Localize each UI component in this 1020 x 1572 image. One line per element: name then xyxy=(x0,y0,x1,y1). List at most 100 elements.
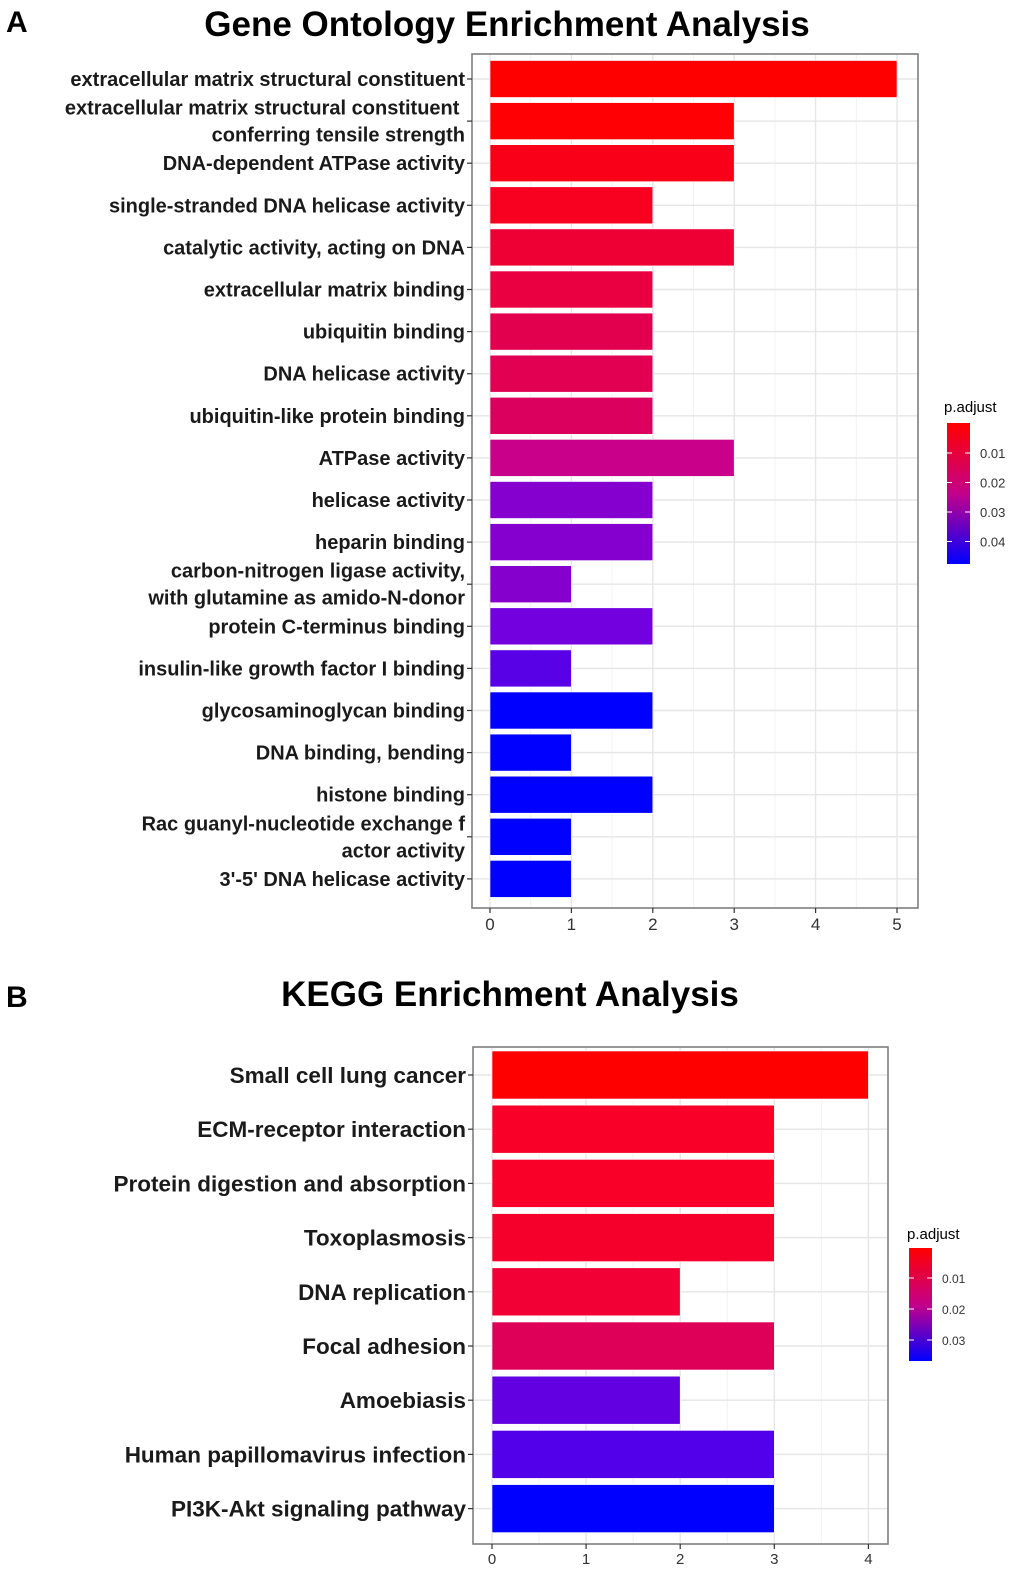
colorbar-tick-label: 0.03 xyxy=(980,505,1005,520)
bar xyxy=(489,691,654,730)
bar xyxy=(491,1159,775,1208)
y-tick-label-line: protein C-terminus binding xyxy=(208,616,465,638)
colorbar-tick-label: 0.04 xyxy=(980,535,1005,550)
plot-area-go: extracellular matrix structural constitu… xyxy=(65,53,919,934)
x-tick-label: 5 xyxy=(892,915,901,934)
chart-title-kegg: KEGG Enrichment Analysis xyxy=(281,975,739,1014)
bar xyxy=(489,565,572,604)
y-tick-label-line: 3'-5' DNA helicase activity xyxy=(219,869,465,891)
bar xyxy=(489,102,735,140)
y-tick-label-line: helicase activity xyxy=(312,490,466,512)
y-tick-label-line: extracellular matrix binding xyxy=(204,280,465,302)
y-tick-label-line: insulin-like growth factor I binding xyxy=(138,658,465,680)
y-tick-label-line: Focal adhesion xyxy=(302,1334,466,1359)
panel-label-b: B xyxy=(6,981,28,1014)
y-tick-label: DNA binding, bending xyxy=(256,743,465,765)
colorbar-tick-label: 0.03 xyxy=(942,1334,966,1348)
y-tick-label: protein C-terminus binding xyxy=(208,616,465,638)
y-tick-label: ATPase activity xyxy=(319,448,466,470)
y-tick-label: ubiquitin-like protein binding xyxy=(189,406,465,428)
y-tick-label: Human papillomavirus infection xyxy=(125,1442,466,1467)
x-tick-label: 2 xyxy=(676,1551,684,1568)
y-tick-label: Focal adhesion xyxy=(302,1334,466,1359)
y-tick-label-line: Protein digestion and absorption xyxy=(113,1171,466,1196)
y-tick-label-line: heparin binding xyxy=(315,532,465,554)
bar xyxy=(489,270,654,309)
y-tick-label: carbon-nitrogen ligase activity, with glu… xyxy=(147,561,465,610)
y-tick-label: single-stranded DNA helicase activity xyxy=(109,195,466,217)
y-tick-label-line: Amoebiasis xyxy=(340,1388,466,1413)
bar xyxy=(489,439,735,477)
y-tick-label-line: Human papillomavirus infection xyxy=(125,1442,466,1467)
panel-label-a: A xyxy=(6,6,28,39)
y-tick-label: Amoebiasis xyxy=(340,1388,466,1413)
x-tick-label: 3 xyxy=(729,915,738,934)
chart-title-go: Gene Ontology Enrichment Analysis xyxy=(204,5,810,44)
bar xyxy=(491,1050,869,1100)
y-tick-label: DNA helicase activity xyxy=(263,364,465,386)
y-tick-label: Small cell lung cancer xyxy=(230,1063,467,1088)
y-tick-label-line: DNA-dependent ATPase activity xyxy=(163,153,466,175)
bar xyxy=(489,649,572,688)
y-tick-label-line: DNA replication xyxy=(298,1280,466,1305)
y-tick-label-line: PI3K-Akt signaling pathway xyxy=(171,1497,467,1522)
y-tick-label: ECM-receptor interaction xyxy=(197,1117,466,1142)
y-tick-label: extracellular matrix binding xyxy=(204,280,465,302)
y-tick-label: extracellular matrix structural constitu… xyxy=(65,98,465,147)
y-tick-label-line: Small cell lung cancer xyxy=(230,1063,467,1088)
y-tick-label-line: ubiquitin-like protein binding xyxy=(189,406,465,428)
colorbar-kegg xyxy=(909,1248,932,1361)
y-tick-label: DNA replication xyxy=(298,1280,466,1305)
y-tick-label: Toxoplasmosis xyxy=(304,1226,466,1251)
colorbar-tick-label: 0.02 xyxy=(980,476,1005,491)
bar xyxy=(491,1213,775,1262)
bar xyxy=(491,1375,681,1425)
bar xyxy=(489,60,898,98)
y-tick-label: helicase activity xyxy=(312,490,466,512)
y-tick-label: ubiquitin binding xyxy=(303,322,465,344)
y-tick-label-line: histone binding xyxy=(316,785,465,807)
colorbar-tick-label: 0.01 xyxy=(980,446,1005,461)
y-tick-label-line: single-stranded DNA helicase activity xyxy=(109,195,466,217)
y-tick-label-line: catalytic activity, acting on DNA xyxy=(163,237,465,259)
y-tick-label-line: actor activity xyxy=(342,840,466,862)
bar xyxy=(489,228,735,267)
y-tick-label: 3'-5' DNA helicase activity xyxy=(219,869,465,891)
legend-title-go: p.adjust xyxy=(944,399,997,416)
bar xyxy=(489,775,654,814)
colorbar-go xyxy=(947,423,970,564)
bar xyxy=(491,1267,681,1317)
y-tick-label-line: conferring tensile strength xyxy=(212,125,465,147)
kegg-enrichment-panel: B KEGG Enrichment Analysis Small cell lu… xyxy=(6,975,966,1568)
y-tick-label-line: DNA binding, bending xyxy=(256,743,465,765)
y-tick-label-line: DNA helicase activity xyxy=(263,364,465,386)
bar xyxy=(491,1430,775,1479)
legend-title-kegg: p.adjust xyxy=(907,1226,960,1243)
y-tick-label: Rac guanyl-nucleotide exchange f actor ac… xyxy=(142,813,466,862)
y-tick-label-line: extracellular matrix structural constitu… xyxy=(70,69,465,91)
plot-area-kegg: Small cell lung cancer ECM-receptor inte… xyxy=(113,1046,889,1568)
y-tick-label-line: Rac guanyl-nucleotide exchange f xyxy=(142,813,466,835)
x-tick-label: 0 xyxy=(485,915,494,934)
plot-frame xyxy=(471,53,919,909)
y-tick-label: insulin-like growth factor I binding xyxy=(138,658,465,680)
bar xyxy=(489,144,735,182)
bar xyxy=(489,860,572,898)
legend-go: p.adjust 0.01 0.02 0.03 0.04 xyxy=(944,399,1005,564)
legend-kegg: p.adjust 0.01 0.02 0.03 xyxy=(907,1226,966,1361)
y-tick-label-line: ubiquitin binding xyxy=(303,322,465,344)
y-tick-label-line: with glutamine as amido-N-donor xyxy=(147,588,465,610)
y-tick-label: DNA-dependent ATPase activity xyxy=(163,153,466,175)
bar xyxy=(489,607,654,646)
x-tick-label: 3 xyxy=(770,1551,778,1568)
go-enrichment-panel: A Gene Ontology Enrichment Analysis extr… xyxy=(6,5,1005,934)
x-tick-label: 1 xyxy=(567,915,576,934)
bar xyxy=(489,481,654,519)
x-tick-label: 2 xyxy=(648,915,657,934)
bar xyxy=(489,396,654,435)
bar xyxy=(489,523,654,561)
bar xyxy=(489,817,572,856)
y-tick-label-line: extracellular matrix structural constitu… xyxy=(65,98,465,120)
bar xyxy=(489,186,654,225)
